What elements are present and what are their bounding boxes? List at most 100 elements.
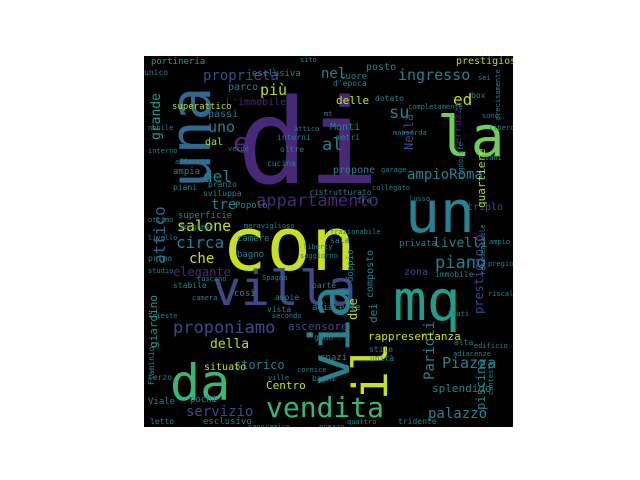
cloud-word: dotato [375, 94, 404, 103]
cloud-word: precisamente [494, 69, 502, 120]
cloud-word: privata [399, 239, 437, 249]
cloud-word: mansarda [393, 129, 427, 137]
cloud-word: vani [485, 154, 502, 162]
cloud-word: unità [370, 354, 394, 363]
cloud-word: superficie [178, 211, 232, 221]
cloud-word: pranzo [208, 180, 237, 189]
cloud-word: su [389, 103, 409, 123]
cloud-word: ascensore [288, 320, 348, 333]
cloud-word: collegato [372, 184, 410, 192]
cloud-word: tre [211, 197, 236, 213]
cloud-word: affaccio [175, 158, 209, 166]
cloud-word: Popolo [235, 201, 268, 211]
cloud-word: Prati [448, 310, 469, 318]
cloud-word: servizio [186, 404, 253, 420]
cloud-word: lusso [409, 195, 430, 203]
cloud-word: attico [294, 125, 319, 133]
cloud-word: d'epoca [333, 79, 367, 88]
cloud-word: esclusivo [203, 417, 252, 427]
cloud-word: che [189, 251, 214, 267]
cloud-word: così [234, 289, 256, 299]
cloud-word: stile [369, 345, 393, 354]
cloud-word: splendido [432, 382, 492, 395]
cloud-word: tre [357, 196, 372, 205]
cloud-word: ville [268, 374, 289, 382]
cloud-word: adiacente [312, 303, 361, 313]
word-cloud-background [144, 56, 513, 427]
cloud-word: posto [366, 62, 396, 73]
cloud-word: del [203, 167, 232, 186]
cloud-word: edificio [474, 342, 508, 350]
cloud-word: libero [489, 124, 514, 132]
cloud-word: unico [144, 68, 168, 77]
cloud-word: mq [393, 269, 460, 334]
cloud-word: il [343, 342, 399, 400]
cloud-word: ampio [489, 238, 510, 246]
cloud-word: soggiorno [300, 252, 338, 260]
cloud-word: dei [367, 303, 380, 323]
cloud-word: spazi [320, 353, 347, 363]
cloud-word: ampioRoma [407, 167, 483, 183]
cloud-word: secondo [272, 312, 302, 320]
cloud-word: cornice [297, 366, 327, 374]
cloud-word: meraviglioso [244, 222, 295, 230]
cloud-word: della [210, 337, 249, 352]
cloud-word: nobile [148, 124, 173, 132]
cloud-word: circa [176, 233, 224, 252]
cloud-word: esclusiva [252, 69, 301, 79]
cloud-word: piano [435, 253, 486, 273]
cloud-word: alta [454, 338, 473, 347]
cloud-word: riscaldamento [488, 290, 543, 298]
cloud-word: liberty [303, 243, 333, 251]
cloud-word: quattro [347, 418, 377, 426]
cloud-word: mt [324, 110, 332, 118]
cloud-word: delle [336, 94, 369, 107]
cloud-word: con [222, 202, 356, 288]
cloud-word: prestigioso [472, 235, 486, 314]
cloud-word: sala [330, 236, 349, 245]
cloud-word: adiacenze [453, 350, 491, 358]
cloud-word: piani [173, 183, 197, 192]
cloud-word: oltre [280, 145, 304, 154]
cloud-word: bagno [237, 250, 264, 260]
cloud-word: di [237, 73, 379, 211]
cloud-word: stabile [173, 281, 207, 290]
cloud-word: Nella [402, 114, 416, 150]
cloud-word: terrazza [453, 102, 464, 150]
cloud-word: toscano [197, 275, 227, 283]
cloud-word: contesto [487, 361, 495, 395]
cloud-word: frazionabile [330, 228, 381, 236]
cloud-word: ampia [173, 167, 200, 177]
cloud-word: giardino [147, 295, 160, 348]
cloud-word: primo [148, 254, 172, 263]
cloud-word: cucina [267, 159, 296, 168]
cloud-word: camere [237, 234, 270, 244]
cloud-word: prestigiosa [456, 56, 522, 67]
cloud-word: palazzo [428, 406, 487, 422]
cloud-word: situato [204, 362, 246, 373]
cloud-word: sei [478, 74, 491, 82]
cloud-word: un [405, 178, 475, 246]
cloud-word: al [322, 135, 342, 155]
cloud-word: salone [177, 217, 231, 235]
cloud-word: Borghese [180, 223, 214, 231]
cloud-word: tridente [398, 417, 437, 426]
cloud-word: da [170, 354, 230, 412]
cloud-word: immobile [435, 270, 474, 279]
cloud-word: Spagna [262, 274, 287, 282]
cloud-word: villa [212, 261, 357, 317]
cloud-word: ristrutturato [309, 188, 372, 197]
cloud-word: superattico [172, 102, 232, 112]
cloud-word: L'immobile [226, 97, 286, 108]
cloud-word: la [437, 105, 504, 170]
cloud-word: via [298, 285, 363, 386]
cloud-word: doppio [346, 249, 356, 282]
cloud-word: grande [149, 93, 164, 140]
cloud-word: due [346, 298, 360, 320]
cloud-word: godo [314, 333, 333, 342]
cloud-word: Flaminio [147, 346, 156, 385]
cloud-word: storico [234, 358, 285, 372]
cloud-word: sito [300, 56, 317, 64]
